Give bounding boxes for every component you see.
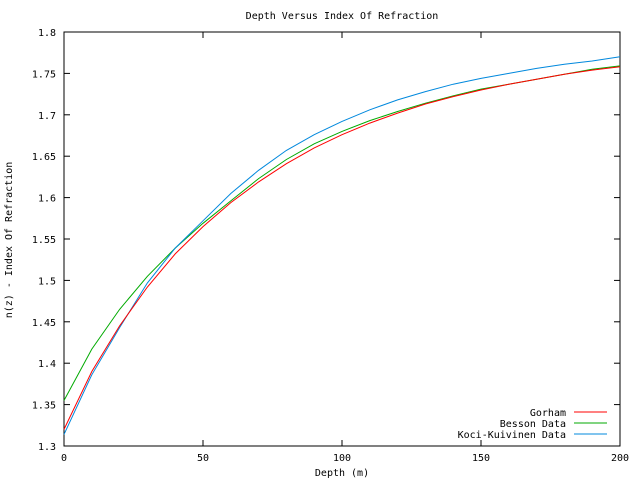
series-line-gorham: [63, 66, 621, 430]
series-line-koci-kuivinen-data: [63, 56, 621, 435]
y-tick-label: 1.8: [38, 28, 56, 39]
y-tick-label: 1.45: [32, 318, 56, 329]
y-tick-label: 1.5: [38, 276, 56, 287]
x-tick-label: 200: [611, 453, 629, 464]
y-tick-label: 1.6: [38, 194, 56, 205]
axis-ticks: 0 50 100 150 200 1.3 1.35 1.4 1.45 1.5 1.55 1.6 1.65…: [32, 28, 629, 464]
legend-label: Besson Data: [500, 419, 566, 430]
series-line-besson-data: [63, 65, 621, 401]
x-axis-label: Depth (m): [315, 468, 369, 479]
x-tick-label: 100: [333, 453, 351, 464]
y-axis-label: n(z) - Index Of Refraction: [4, 162, 15, 319]
chart-title: Depth Versus Index Of Refraction: [246, 11, 439, 22]
legend-label: Koci-Kuivinen Data: [458, 430, 566, 441]
x-tick-label: 50: [197, 453, 209, 464]
y-tick-label: 1.75: [32, 69, 56, 80]
series-lines: [63, 56, 621, 435]
y-tick-label: 1.35: [32, 401, 56, 412]
y-tick-label: 1.55: [32, 235, 56, 246]
y-tick-label: 1.65: [32, 152, 56, 163]
legend-label: Gorham: [530, 408, 566, 419]
x-tick-label: 150: [472, 453, 490, 464]
plot-frame: [63, 31, 621, 447]
y-tick-label: 1.4: [38, 359, 56, 370]
y-tick-label: 1.3: [38, 442, 56, 453]
y-tick-label: 1.7: [38, 111, 56, 122]
x-tick-label: 0: [61, 453, 67, 464]
